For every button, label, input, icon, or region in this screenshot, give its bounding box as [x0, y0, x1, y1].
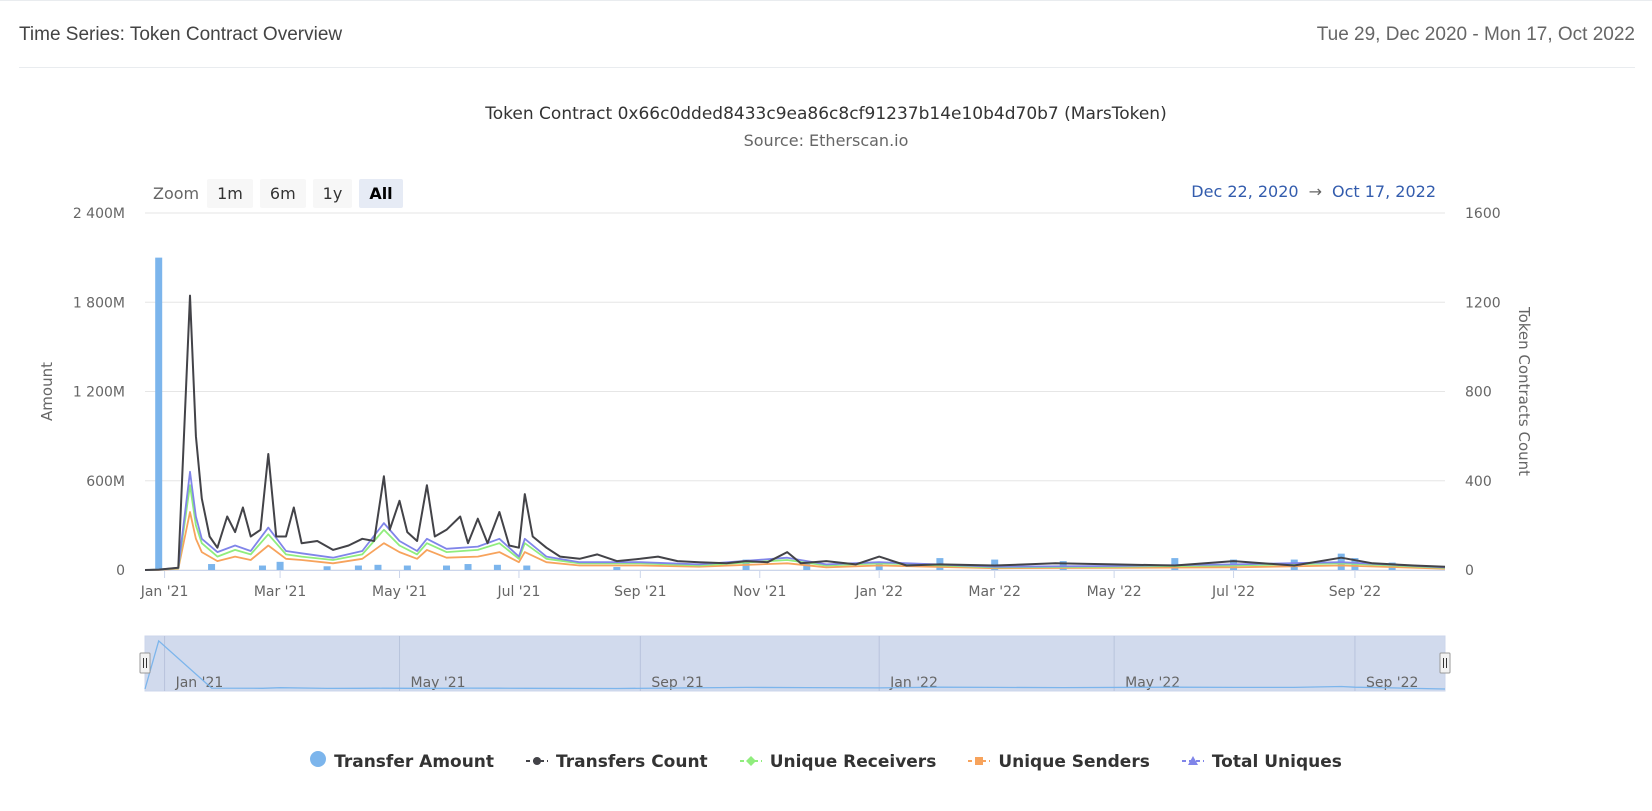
transfer-amount-bar	[1171, 558, 1179, 570]
zoom-button-6m[interactable]: 6m	[259, 178, 306, 208]
panel-top-border	[0, 0, 1652, 1]
transfer-amount-bar	[613, 567, 621, 570]
legend-total-uniques[interactable]: Total Uniques	[1181, 751, 1342, 772]
chart-legend: Transfer Amount Transfers Count Unique R…	[0, 751, 1652, 772]
navigator-tick-label: Sep '21	[651, 675, 704, 691]
range-arrow: →	[1308, 182, 1322, 201]
range-to-input[interactable]: Oct 17, 2022	[1332, 182, 1436, 201]
y-right-tick-label: 1200	[1465, 295, 1501, 311]
navigator-tick-label: May '21	[411, 675, 466, 691]
x-tick-label: Jan '21	[140, 584, 189, 600]
navigator-series-line	[144, 639, 1446, 690]
panel-header: Time Series: Token Contract Overview Tue…	[0, 0, 1652, 68]
line-square-icon	[968, 752, 991, 772]
navigator-tick-label: May '22	[1125, 675, 1180, 691]
total-uniques-line	[144, 470, 1446, 571]
transfer-amount-bar	[403, 565, 411, 570]
x-tick-label: May '22	[1087, 584, 1142, 600]
legend-label: Unique Senders	[998, 751, 1150, 772]
x-tick-label: Mar '22	[968, 584, 1021, 600]
transfer-amount-bar	[354, 565, 362, 570]
navigator-mask	[144, 635, 1446, 692]
y-right-tick-label: 1600	[1465, 206, 1501, 222]
legend-label: Transfers Count	[556, 751, 708, 772]
y-left-tick-label: 1 200M	[73, 385, 125, 401]
legend-label: Total Uniques	[1211, 751, 1342, 772]
range-input-display: Dec 22, 2020 → Oct 17, 2022	[1191, 182, 1436, 201]
unique-senders-line	[144, 511, 1446, 571]
x-tick-label: Nov '21	[733, 584, 786, 600]
x-tick-label: May '21	[372, 584, 427, 600]
legend-label: Unique Receivers	[769, 751, 937, 772]
transfer-amount-bar	[523, 565, 531, 570]
legend-transfer-amount[interactable]: Transfer Amount	[310, 751, 494, 772]
zoom-button-1y[interactable]: 1y	[312, 178, 353, 208]
transfers-count-line	[144, 294, 1446, 571]
transfer-amount-bar	[208, 564, 216, 570]
panel-date-range: Tue 29, Dec 2020 - Mon 17, Oct 2022	[1316, 24, 1635, 45]
x-tick-label: Sep '21	[614, 584, 667, 600]
legend-transfers-count[interactable]: Transfers Count	[526, 751, 708, 772]
x-tick-label: Sep '22	[1329, 584, 1382, 600]
header-divider	[19, 67, 1635, 68]
circle-icon	[310, 751, 327, 772]
chart-subtitle: Source: Etherscan.io	[743, 131, 909, 150]
y-right-tick-label: 800	[1465, 385, 1492, 401]
y-left-axis-title: Amount	[38, 362, 56, 421]
transfer-amount-bar	[464, 564, 472, 570]
navigator-tick-label: Jan '22	[889, 675, 938, 691]
legend-unique-senders[interactable]: Unique Senders	[968, 751, 1150, 772]
line-triangle-icon	[1181, 752, 1204, 772]
transfer-amount-bar	[323, 566, 331, 570]
transfer-amount-bar	[155, 257, 163, 570]
x-tick-label: Jul '22	[1211, 584, 1255, 600]
transfer-amount-bar	[374, 564, 382, 570]
zoom-button-all[interactable]: All	[359, 178, 403, 208]
line-circle-icon	[526, 752, 549, 772]
legend-label: Transfer Amount	[334, 751, 495, 772]
x-tick-label: Jul '21	[496, 584, 540, 600]
legend-unique-receivers[interactable]: Unique Receivers	[739, 751, 937, 772]
zoom-label: Zoom	[153, 183, 200, 203]
chart-title: Token Contract 0x66c0dded8433c9ea86c8cf9…	[485, 104, 1167, 124]
transfer-amount-bar	[258, 565, 266, 570]
zoom-button-1m[interactable]: 1m	[207, 178, 253, 208]
unique-receivers-line	[144, 484, 1446, 571]
y-right-tick-label: 0	[1465, 563, 1474, 579]
transfer-amount-bar	[276, 561, 284, 570]
transfer-amount-bar	[493, 564, 501, 570]
range-from-input[interactable]: Dec 22, 2020	[1191, 182, 1299, 201]
y-right-tick-label: 400	[1465, 474, 1492, 490]
y-left-tick-label: 600M	[86, 474, 125, 490]
zoom-bar: Zoom 1m 6m 1y All	[153, 177, 410, 209]
line-diamond-icon	[739, 752, 762, 772]
navigator-handle-left	[139, 652, 151, 674]
y-left-tick-label: 2 400M	[73, 206, 125, 222]
navigator-handle-right	[1439, 652, 1451, 674]
transfer-amount-bar	[443, 565, 451, 570]
y-left-tick-label: 1 800M	[73, 295, 125, 311]
x-tick-label: Mar '21	[254, 584, 307, 600]
navigator-tick-label: Sep '22	[1366, 675, 1419, 691]
x-tick-label: Jan '22	[854, 584, 903, 600]
y-left-tick-label: 0	[116, 563, 125, 579]
y-right-axis-title: Token Contracts Count	[1515, 306, 1533, 476]
panel-title: Time Series: Token Contract Overview	[19, 24, 343, 45]
